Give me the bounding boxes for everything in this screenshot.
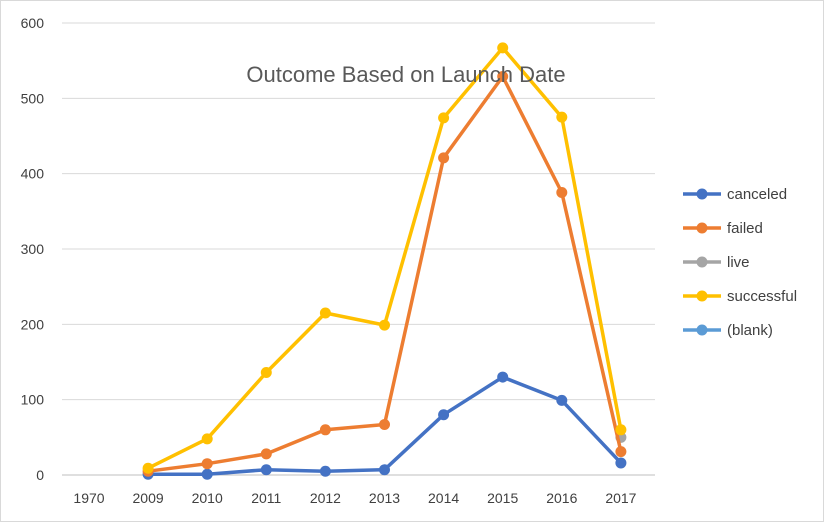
legend-label: canceled [727, 186, 787, 203]
x-tick-label: 2011 [251, 490, 281, 506]
legend-label: failed [727, 220, 763, 237]
data-point [260, 448, 272, 460]
x-tick-label: 1970 [73, 490, 104, 506]
legend-swatch-marker [696, 290, 708, 302]
data-point [497, 371, 509, 383]
data-point [615, 424, 627, 436]
legend-item: canceled [683, 186, 787, 203]
x-tick-label: 2012 [310, 490, 341, 506]
data-point [556, 394, 568, 406]
data-point [201, 468, 213, 480]
legend: canceled failed live successful (blank) [683, 186, 797, 339]
legend-item: (blank) [683, 322, 773, 339]
data-point [438, 152, 450, 164]
x-tick-label: 2013 [369, 490, 400, 506]
x-tick-label: 2009 [133, 490, 164, 506]
legend-swatch-marker [696, 256, 708, 268]
data-point [497, 70, 509, 82]
legend-label: live [727, 254, 750, 271]
data-point [556, 111, 568, 123]
data-point [201, 433, 213, 445]
legend-label: (blank) [727, 322, 773, 339]
data-point [379, 419, 390, 431]
data-point [201, 458, 213, 470]
y-tick-label: 100 [21, 392, 45, 408]
data-point [497, 42, 509, 54]
data-point [260, 464, 272, 476]
series-line [146, 46, 623, 470]
axes: 0 100 200 300 400 500 600 1970 2009 2010 2011 2012 2… [21, 15, 637, 506]
data-point [438, 112, 450, 124]
data-point [142, 462, 154, 474]
chart-title: Outcome Based on Launch Date [246, 62, 565, 87]
y-tick-label: 600 [21, 15, 45, 31]
legend-swatch-marker [696, 222, 708, 234]
legend-swatch-marker [696, 188, 708, 200]
data-point [319, 307, 331, 319]
x-tick-label: 2017 [605, 490, 636, 506]
legend-swatch-marker [696, 324, 708, 336]
x-tick-label: 2016 [546, 490, 577, 506]
legend-label: successful [727, 288, 797, 305]
series-failed [142, 70, 627, 477]
data-point [319, 465, 331, 477]
series-line [146, 74, 623, 473]
x-tick-label: 2010 [192, 490, 223, 506]
legend-item: live [683, 254, 750, 271]
y-tick-label: 0 [36, 467, 44, 483]
y-tick-label: 300 [21, 241, 45, 257]
legend-item: failed [683, 220, 763, 237]
y-tick-label: 500 [21, 90, 45, 106]
data-point [615, 446, 627, 458]
x-tick-label: 2014 [428, 490, 459, 506]
data-point [379, 319, 390, 331]
data-point [438, 409, 450, 421]
y-tick-label: 200 [21, 316, 45, 332]
legend-item: successful [683, 288, 797, 305]
data-point [319, 424, 331, 436]
series-successful [142, 42, 627, 474]
data-point [556, 187, 568, 198]
y-tick-label: 400 [21, 166, 45, 182]
series [142, 42, 627, 480]
data-point [260, 367, 272, 379]
data-point [615, 457, 627, 469]
data-point [379, 464, 390, 476]
x-tick-label: 2015 [487, 490, 518, 506]
